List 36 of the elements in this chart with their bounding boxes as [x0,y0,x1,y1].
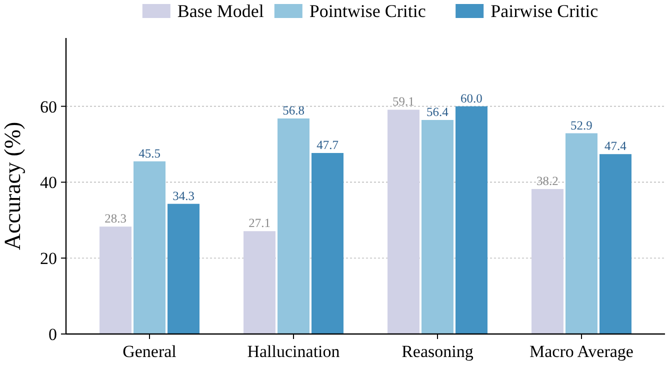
data-label: 28.3 [104,212,126,226]
data-label: 47.7 [316,138,338,152]
bar [421,120,454,334]
bar [312,152,344,334]
bar [599,154,632,334]
x-tick-label: Macro Average [529,342,634,361]
bar [531,189,564,334]
bar [100,226,132,334]
data-label: 52.9 [570,118,592,132]
legend-label: Base Model [177,1,264,21]
y-tick-label: 60 [40,97,57,116]
data-label: 56.8 [282,103,304,118]
bar [278,118,310,334]
legend-label: Pairwise Critic [490,1,598,21]
data-label: 45.5 [138,146,160,160]
legend-label: Pointwise Critic [309,1,426,21]
y-axis-title: Accuracy (%) [0,122,25,250]
bar [134,161,166,334]
data-label: 60.0 [460,91,482,106]
data-label: 47.4 [604,139,628,154]
x-tick-label: General [122,342,177,361]
bar [168,204,200,334]
y-tick-label: 0 [48,325,57,344]
y-tick-label: 20 [40,249,57,268]
data-label: 34.3 [172,188,194,203]
bar [455,106,488,334]
bar [244,231,276,334]
y-tick-label: 40 [40,173,57,192]
bar [565,133,598,334]
bar [387,110,420,334]
data-label: 59.1 [392,94,414,109]
x-tick-label: Hallucination [247,342,340,361]
data-label: 38.2 [536,174,558,188]
data-label: 27.1 [248,216,270,230]
x-tick-label: Reasoning [402,342,474,361]
data-label: 56.4 [426,104,450,119]
